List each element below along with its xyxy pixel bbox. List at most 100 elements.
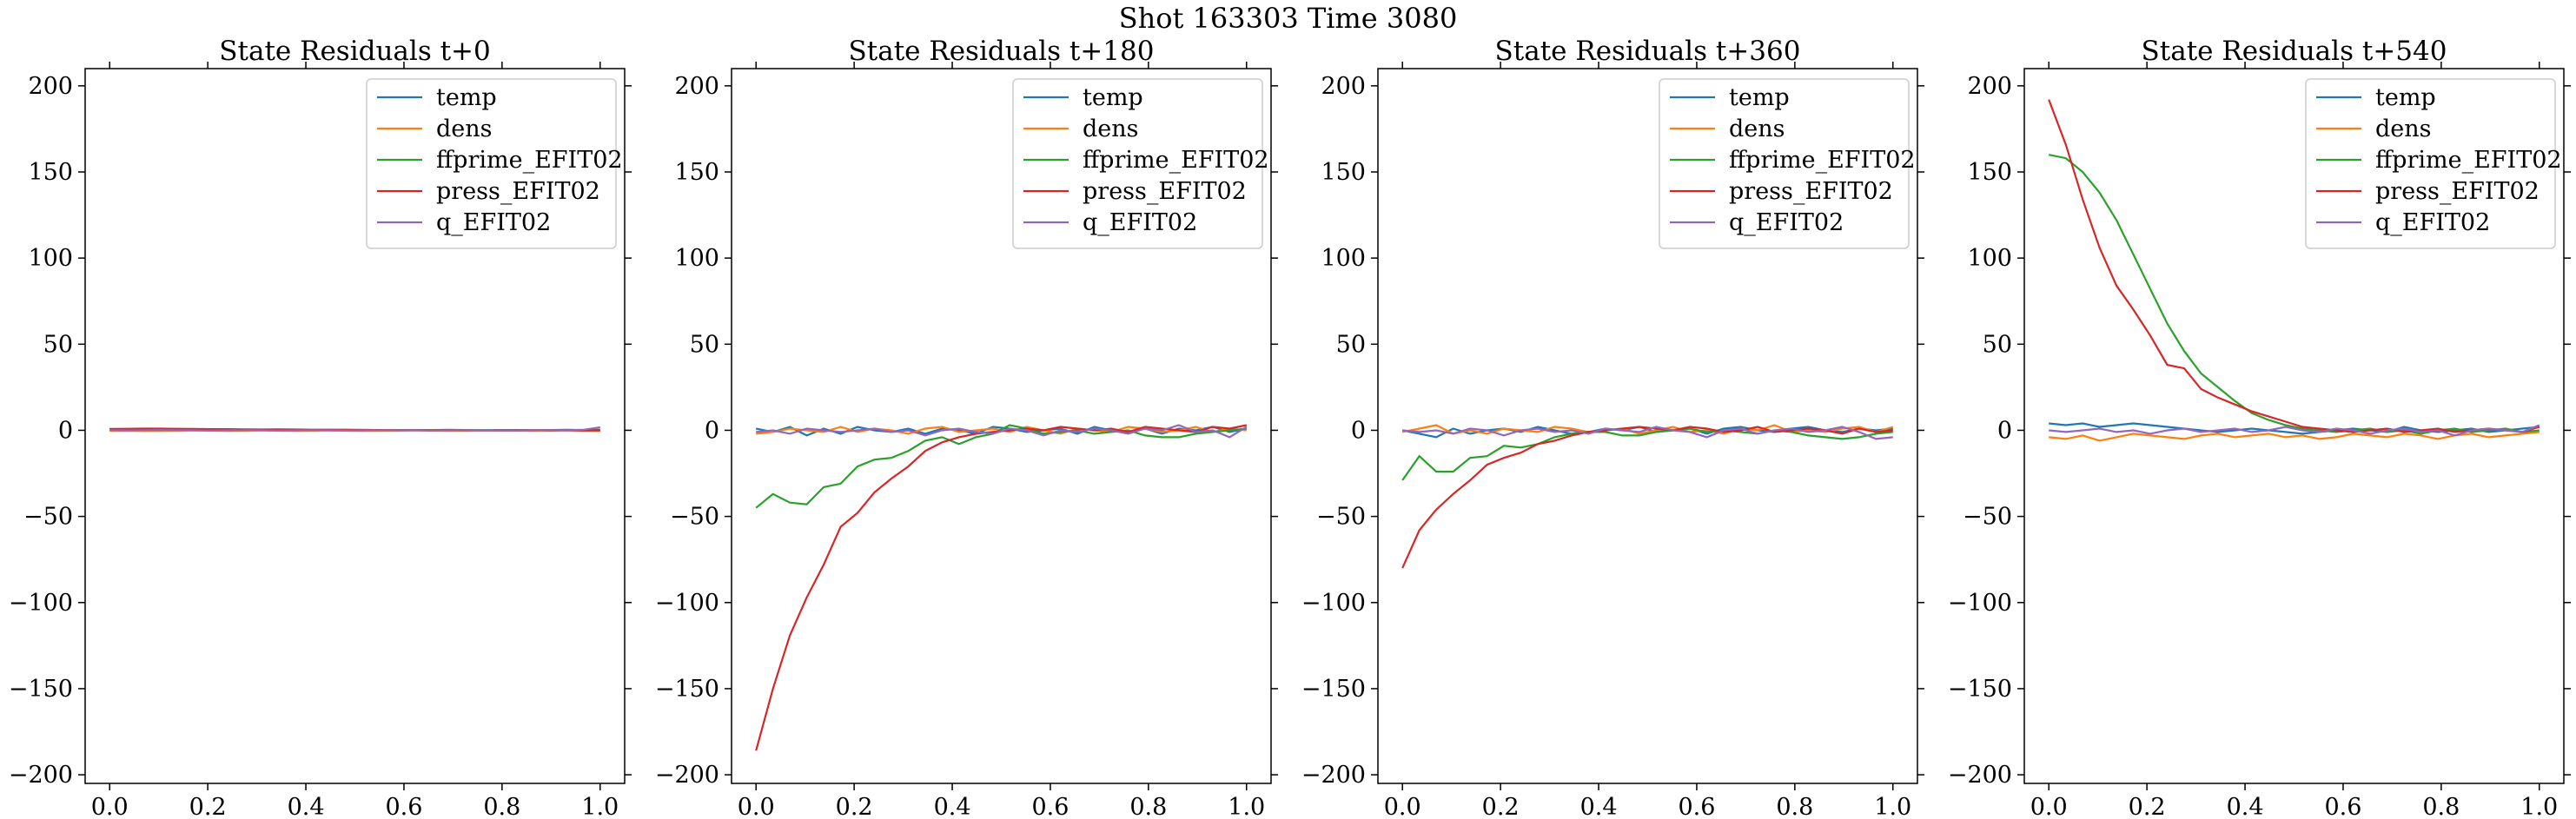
legend-label: press_EFIT02 bbox=[2375, 178, 2540, 205]
axes-frame bbox=[1377, 68, 1918, 784]
y-tick-label: 200 bbox=[674, 73, 719, 100]
legend-label: q_EFIT02 bbox=[1729, 209, 1844, 236]
y-tick-label: 0 bbox=[58, 417, 73, 444]
y-tick-label: −100 bbox=[9, 590, 73, 617]
y-tick-label: 50 bbox=[43, 331, 73, 358]
legend-label: q_EFIT02 bbox=[1083, 209, 1197, 236]
subplot-3: State Residuals t+360 0.0 0.2 0.4 0.6 0.8 1.0 −… bbox=[1301, 36, 1924, 819]
x-tick-label: 0.6 bbox=[2324, 794, 2361, 819]
legend-box bbox=[2305, 78, 2556, 249]
series-line-ffprime-efit02 bbox=[2048, 154, 2540, 435]
x-tick-label: 0.8 bbox=[1776, 794, 1813, 819]
legend-label: press_EFIT02 bbox=[436, 178, 600, 205]
x-tick-label: 1.0 bbox=[581, 794, 619, 819]
legend-label: ffprime_EFIT02 bbox=[1729, 147, 1916, 174]
legend-label: temp bbox=[2375, 84, 2436, 111]
y-tick-label: −200 bbox=[1301, 762, 1366, 789]
x-tick-label: 0.0 bbox=[738, 794, 775, 819]
subplot-title: State Residuals t+180 bbox=[849, 36, 1155, 67]
axes-frame bbox=[84, 68, 626, 784]
series-group bbox=[2048, 99, 2540, 442]
y-tick-label: 0 bbox=[1997, 417, 2012, 444]
y-tick-label: 150 bbox=[28, 159, 73, 186]
y-tick-label: 100 bbox=[674, 245, 719, 272]
legend-label: dens bbox=[436, 116, 493, 142]
x-tick-label: 1.0 bbox=[2520, 794, 2558, 819]
subplot-4: State Residuals t+540 0.0 0.2 0.4 0.6 0.8 1.0 −… bbox=[1948, 36, 2571, 819]
axes-frame bbox=[2023, 68, 2565, 784]
x-tick-label: 0.2 bbox=[189, 794, 227, 819]
y-tick-label: 50 bbox=[1983, 331, 2012, 358]
subplot-1: State Residuals t+0 0.0 0.2 0.4 0.6 0.8 1.0 −20… bbox=[9, 36, 632, 819]
x-tick-label: 0.6 bbox=[385, 794, 422, 819]
y-tick-label: −150 bbox=[9, 676, 73, 703]
y-tick-label: −150 bbox=[1301, 676, 1366, 703]
series-line-q-efit02 bbox=[756, 424, 1248, 439]
series-line-temp bbox=[755, 426, 1248, 437]
y-tick-label: −150 bbox=[655, 676, 719, 703]
y-tick-label: 200 bbox=[1321, 73, 1366, 100]
y-tick-label: 0 bbox=[705, 417, 719, 444]
legend-label: ffprime_EFIT02 bbox=[436, 147, 623, 174]
x-tick-label: 0.8 bbox=[1129, 794, 1167, 819]
x-tick-label: 1.0 bbox=[1228, 794, 1265, 819]
series-line-q-efit02 bbox=[1402, 426, 1893, 440]
y-tick-label: −200 bbox=[1948, 762, 2012, 789]
y-tick-label: 200 bbox=[1967, 73, 2012, 100]
y-tick-label: 100 bbox=[1967, 245, 2012, 272]
axes-frame bbox=[731, 68, 1272, 784]
series-line-ffprime-efit02 bbox=[1401, 427, 1893, 481]
legend-label: temp bbox=[1083, 84, 1143, 111]
legend-label: dens bbox=[1083, 116, 1139, 142]
x-tick-label: 0.8 bbox=[2422, 794, 2460, 819]
x-tick-label: 0.8 bbox=[483, 794, 520, 819]
subplot-2: State Residuals t+180 0.0 0.2 0.4 0.6 0.8 1.0 −… bbox=[655, 36, 1278, 819]
legend-box bbox=[366, 78, 617, 249]
series-group bbox=[1401, 424, 1894, 569]
y-tick-label: 50 bbox=[1336, 331, 1366, 358]
y-tick-label: 100 bbox=[28, 245, 73, 272]
series-group bbox=[755, 424, 1248, 751]
subplot-title: State Residuals t+0 bbox=[219, 36, 490, 67]
y-tick-label: 150 bbox=[1321, 159, 1366, 186]
x-tick-label: 0.2 bbox=[836, 794, 873, 819]
x-tick-label: 0.0 bbox=[1384, 794, 1421, 819]
series-line-q-efit02 bbox=[2049, 424, 2540, 437]
y-tick-label: −50 bbox=[1963, 504, 2012, 531]
x-tick-label: 0.4 bbox=[934, 794, 971, 819]
y-tick-label: −200 bbox=[655, 762, 719, 789]
y-tick-label: −100 bbox=[1948, 590, 2012, 617]
legend-box bbox=[1659, 78, 1910, 249]
legend-label: ffprime_EFIT02 bbox=[2375, 147, 2562, 174]
legend: temp dens ffprime_EFIT02 press_EFIT02 q_EFIT… bbox=[366, 78, 623, 249]
x-tick-label: 0.2 bbox=[2129, 794, 2166, 819]
legend-label: q_EFIT02 bbox=[436, 209, 551, 236]
legend-label: dens bbox=[2375, 116, 2432, 142]
subplot-title: State Residuals t+540 bbox=[2142, 36, 2447, 67]
legend-label: ffprime_EFIT02 bbox=[1083, 147, 1269, 174]
legend-label: q_EFIT02 bbox=[2375, 209, 2490, 236]
y-tick-label: −150 bbox=[1948, 676, 2012, 703]
x-tick-label: 0.2 bbox=[1482, 794, 1520, 819]
legend-label: press_EFIT02 bbox=[1083, 178, 1247, 205]
y-tick-label: −100 bbox=[1301, 590, 1366, 617]
x-tick-label: 0.0 bbox=[2030, 794, 2068, 819]
y-tick-label: −50 bbox=[670, 504, 719, 531]
series-line-dens bbox=[1401, 424, 1894, 435]
y-tick-label: 200 bbox=[28, 73, 73, 100]
series-line-press-efit02 bbox=[1401, 426, 1893, 569]
x-tick-label: 0.6 bbox=[1678, 794, 1715, 819]
series-line-press-efit02 bbox=[755, 424, 1248, 751]
figure-suptitle: Shot 163303 Time 3080 bbox=[1118, 2, 1458, 35]
y-tick-label: 150 bbox=[1967, 159, 2012, 186]
legend: temp dens ffprime_EFIT02 press_EFIT02 q_EFIT… bbox=[1659, 78, 1916, 249]
subplot-title: State Residuals t+360 bbox=[1495, 36, 1801, 67]
series-group bbox=[109, 426, 600, 433]
legend-box bbox=[1012, 78, 1263, 249]
x-tick-label: 1.0 bbox=[1874, 794, 1911, 819]
legend: temp dens ffprime_EFIT02 press_EFIT02 q_EFIT… bbox=[1012, 78, 1269, 249]
y-tick-label: 100 bbox=[1321, 245, 1366, 272]
y-tick-label: 0 bbox=[1351, 417, 1366, 444]
